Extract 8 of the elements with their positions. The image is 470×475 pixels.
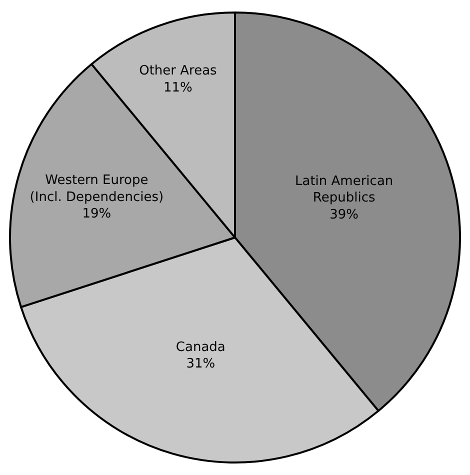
slice-label: Other Areas (139, 63, 218, 78)
data-label: 19% (82, 206, 112, 222)
data-label: 31% (186, 356, 216, 372)
slice-label: Western Europe (Incl. Dependencies) (30, 172, 164, 205)
slice-label: Canada (176, 340, 226, 355)
slice-label: Latin American Republics (294, 174, 394, 206)
data-label: 39% (330, 208, 359, 223)
data-label: 11% (164, 80, 192, 96)
